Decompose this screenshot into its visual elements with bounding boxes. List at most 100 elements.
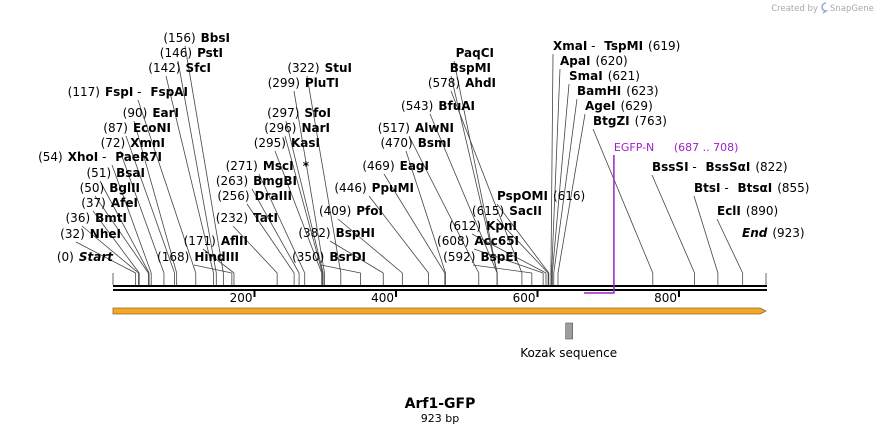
site-name-text: MscI bbox=[263, 159, 294, 173]
site-name2-text: PaeR7I bbox=[115, 150, 162, 164]
site-name-text: AflII bbox=[221, 234, 248, 248]
site-label-sacii[interactable]: (615) SacII bbox=[472, 204, 542, 218]
site-label-psti[interactable]: (146) PstI bbox=[160, 46, 223, 60]
site-num-text: (296) bbox=[264, 121, 296, 135]
site-label-btsi[interactable]: BtsI - BtsαI (855) bbox=[694, 181, 809, 195]
site-label-pspomi[interactable]: PspOMI (616) bbox=[497, 189, 585, 203]
site-name-text: SfoI bbox=[304, 106, 331, 120]
site-label-xmai[interactable]: XmaI - TspMI (619) bbox=[553, 39, 680, 53]
site-label-bmgbi[interactable]: (263) BmgBI bbox=[216, 174, 297, 188]
ruler-ticks: 200 400 600 800 bbox=[230, 290, 680, 305]
site-label-ahdi[interactable]: (578) AhdI bbox=[428, 76, 496, 90]
site-name2-text: BssSαI bbox=[706, 160, 751, 174]
site-label-bsrdi[interactable]: (350) BsrDI bbox=[292, 250, 366, 264]
site-label-xmni[interactable]: (72) XmnI bbox=[101, 136, 165, 150]
site-num-text: (32) bbox=[60, 227, 85, 241]
site-num-text: (299) bbox=[268, 76, 300, 90]
site-num-text: (382) bbox=[298, 226, 330, 240]
site-name-text: BssSI bbox=[652, 160, 689, 174]
site-label-bmti[interactable]: (36) BmtI bbox=[66, 211, 128, 225]
site-num-text: (615) bbox=[472, 204, 504, 218]
site-label-afei[interactable]: (37) AfeI bbox=[81, 196, 138, 210]
site-line-connector bbox=[329, 240, 384, 274]
site-label-ppumi[interactable]: (446) PpuMI bbox=[334, 181, 414, 195]
site-label-tati[interactable]: (232) TatI bbox=[216, 211, 278, 225]
site-num-text: (621) bbox=[608, 69, 640, 83]
site-line-connector bbox=[408, 135, 480, 274]
site-label-bsssi[interactable]: BssSI - BssSαI (822) bbox=[652, 160, 788, 174]
primer-arrow-icon bbox=[584, 155, 615, 294]
egfp-n-primer[interactable]: EGFP-N (687 .. 708) bbox=[584, 141, 738, 294]
site-line-connector bbox=[453, 60, 498, 274]
site-label-bbsi[interactable]: (156) BbsI bbox=[163, 31, 230, 45]
site-label-smai[interactable]: SmaI (621) bbox=[569, 69, 640, 83]
site-label-bsai[interactable]: (51) BsaI bbox=[87, 166, 146, 180]
site-label-eagi[interactable]: (469) EagI bbox=[362, 159, 429, 173]
site-name-text: BglII bbox=[109, 181, 140, 195]
site-num-text: (890) bbox=[746, 204, 778, 218]
site-name-text: XmnI bbox=[130, 136, 165, 150]
site-line-connector bbox=[429, 113, 498, 274]
site-label-kasi[interactable]: (295) KasI bbox=[254, 136, 320, 150]
site-line-connector bbox=[258, 173, 306, 274]
site-num-text: (256) bbox=[217, 189, 249, 203]
site-num-text: (263) bbox=[216, 174, 248, 188]
site-name-text: BsaI bbox=[116, 166, 145, 180]
site-label-eari[interactable]: (90) EarI bbox=[123, 106, 179, 120]
site-name-text: KpnI bbox=[486, 219, 517, 233]
arf1-feature[interactable] bbox=[112, 307, 767, 315]
site-num-text: (168) bbox=[157, 250, 189, 264]
site-num-text: (322) bbox=[287, 61, 319, 75]
site-label-aflii[interactable]: (171) AflII bbox=[184, 234, 248, 248]
site-label-draiii[interactable]: (256) DraIII bbox=[217, 189, 292, 203]
site-num-text: (54) bbox=[38, 150, 63, 164]
site-name-text: FspI bbox=[105, 85, 133, 99]
site-label-start[interactable]: (0) Start bbox=[57, 250, 114, 264]
site-label-stui[interactable]: (322) StuI bbox=[287, 61, 352, 75]
site-label-bfuai[interactable]: (543) BfuAI bbox=[401, 99, 475, 113]
site-label-econi[interactable]: (87) EcoNI bbox=[103, 121, 171, 135]
site-label-btgzi[interactable]: BtgZI (763) bbox=[593, 114, 667, 128]
site-name-text: BtgZI bbox=[593, 114, 630, 128]
site-num-text: (117) bbox=[68, 85, 100, 99]
site-line-connector bbox=[125, 135, 175, 274]
site-num-text: (855) bbox=[777, 181, 809, 195]
site-label-hindiii[interactable]: (168) HindIII bbox=[157, 250, 239, 264]
site-num-text: (763) bbox=[635, 114, 667, 128]
site-label-pfoi[interactable]: (409) PfoI bbox=[319, 204, 383, 218]
site-label-end[interactable]: End (923) bbox=[742, 226, 805, 240]
site-label-paqci[interactable]: PaqCI bbox=[456, 46, 494, 60]
site-label-fspi[interactable]: (117) FspI - FspAI bbox=[68, 85, 188, 99]
site-name-text: BsrDI bbox=[329, 250, 366, 264]
kozak-feature[interactable]: Kozak sequence bbox=[520, 322, 617, 360]
kozak-box-icon bbox=[565, 322, 573, 340]
site-label-apai[interactable]: ApaI (620) bbox=[560, 54, 628, 68]
site-label-ecli[interactable]: EclI (890) bbox=[717, 204, 778, 218]
primer-name-label: EGFP-N bbox=[614, 141, 654, 154]
site-label-bsphi[interactable]: (382) BspHI bbox=[298, 226, 375, 240]
site-label-msci[interactable]: (271) MscI * bbox=[226, 159, 310, 173]
site-label-bglii[interactable]: (50) BglII bbox=[80, 181, 140, 195]
site-name-text: BspMI bbox=[450, 61, 491, 75]
site-name2-text: FspAI bbox=[150, 85, 188, 99]
site-label-acc65i[interactable]: (608) Acc65I bbox=[437, 234, 519, 248]
site-line-connector bbox=[306, 75, 342, 274]
site-label-nhei[interactable]: (32) NheI bbox=[60, 227, 121, 241]
site-lines bbox=[75, 45, 767, 285]
site-label-sfci[interactable]: (142) SfcI bbox=[148, 61, 211, 75]
site-label-pluti[interactable]: (299) PluTI bbox=[268, 76, 339, 90]
site-name-text: BspHI bbox=[336, 226, 375, 240]
site-label-bspmi[interactable]: BspMI bbox=[450, 61, 491, 75]
site-line-connector bbox=[246, 203, 295, 274]
plasmid-name: Arf1-GFP bbox=[405, 396, 476, 412]
site-label-bamhi[interactable]: BamHI (623) bbox=[577, 84, 659, 98]
site-label-agei[interactable]: AgeI (629) bbox=[585, 99, 653, 113]
site-label-alwni[interactable]: (517) AlwNI bbox=[378, 121, 454, 135]
site-label-bsmi[interactable]: (470) BsmI bbox=[380, 136, 451, 150]
site-label-bspei[interactable]: (592) BspEI bbox=[443, 250, 518, 264]
site-label-nari[interactable]: (296) NarI bbox=[264, 121, 330, 135]
site-label-sfoi[interactable]: (297) SfoI bbox=[267, 106, 331, 120]
site-label-kpni[interactable]: (612) KpnI bbox=[449, 219, 517, 233]
site-name-text: BamHI bbox=[577, 84, 621, 98]
site-label-xhoi[interactable]: (54) XhoI - PaeR7I bbox=[38, 150, 162, 164]
